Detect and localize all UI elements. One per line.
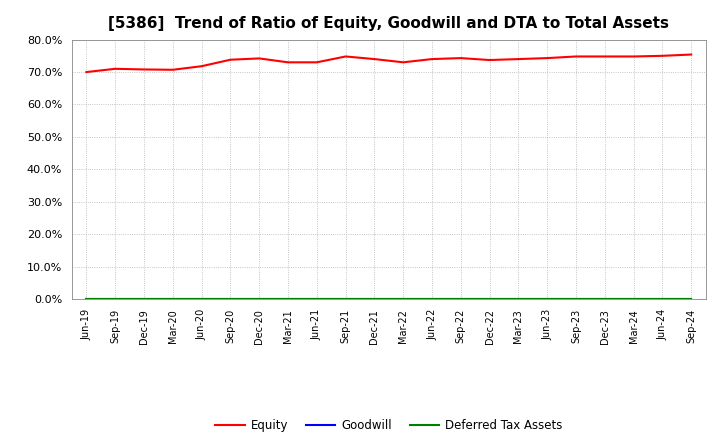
Deferred Tax Assets [255,297,264,302]
Equity [514,56,523,62]
Goodwill [82,297,91,302]
Goodwill [543,297,552,302]
Equity [341,54,350,59]
Equity [255,56,264,61]
Goodwill [168,297,177,302]
Goodwill [284,297,292,302]
Equity [82,70,91,75]
Equity [140,67,148,72]
Equity [687,52,696,57]
Equity [543,55,552,61]
Deferred Tax Assets [341,297,350,302]
Equity [485,57,494,62]
Goodwill [658,297,667,302]
Deferred Tax Assets [399,297,408,302]
Equity [629,54,638,59]
Goodwill [312,297,321,302]
Goodwill [341,297,350,302]
Equity [572,54,580,59]
Deferred Tax Assets [197,297,206,302]
Goodwill [687,297,696,302]
Deferred Tax Assets [428,297,436,302]
Equity [226,57,235,62]
Deferred Tax Assets [514,297,523,302]
Equity [428,56,436,62]
Goodwill [629,297,638,302]
Equity [312,60,321,65]
Goodwill [572,297,580,302]
Goodwill [197,297,206,302]
Equity [168,67,177,73]
Deferred Tax Assets [687,297,696,302]
Deferred Tax Assets [168,297,177,302]
Deferred Tax Assets [312,297,321,302]
Goodwill [485,297,494,302]
Goodwill [140,297,148,302]
Deferred Tax Assets [111,297,120,302]
Line: Equity: Equity [86,55,691,72]
Equity [456,55,465,61]
Deferred Tax Assets [140,297,148,302]
Deferred Tax Assets [370,297,379,302]
Deferred Tax Assets [572,297,580,302]
Title: [5386]  Trend of Ratio of Equity, Goodwill and DTA to Total Assets: [5386] Trend of Ratio of Equity, Goodwil… [108,16,670,32]
Goodwill [370,297,379,302]
Deferred Tax Assets [629,297,638,302]
Goodwill [456,297,465,302]
Goodwill [514,297,523,302]
Equity [284,60,292,65]
Deferred Tax Assets [456,297,465,302]
Equity [111,66,120,71]
Goodwill [600,297,609,302]
Deferred Tax Assets [600,297,609,302]
Equity [399,60,408,65]
Deferred Tax Assets [658,297,667,302]
Deferred Tax Assets [485,297,494,302]
Equity [370,56,379,62]
Deferred Tax Assets [82,297,91,302]
Legend: Equity, Goodwill, Deferred Tax Assets: Equity, Goodwill, Deferred Tax Assets [210,414,567,436]
Equity [197,63,206,69]
Equity [658,53,667,59]
Goodwill [111,297,120,302]
Deferred Tax Assets [543,297,552,302]
Equity [600,54,609,59]
Goodwill [428,297,436,302]
Deferred Tax Assets [226,297,235,302]
Deferred Tax Assets [284,297,292,302]
Goodwill [226,297,235,302]
Goodwill [255,297,264,302]
Goodwill [399,297,408,302]
